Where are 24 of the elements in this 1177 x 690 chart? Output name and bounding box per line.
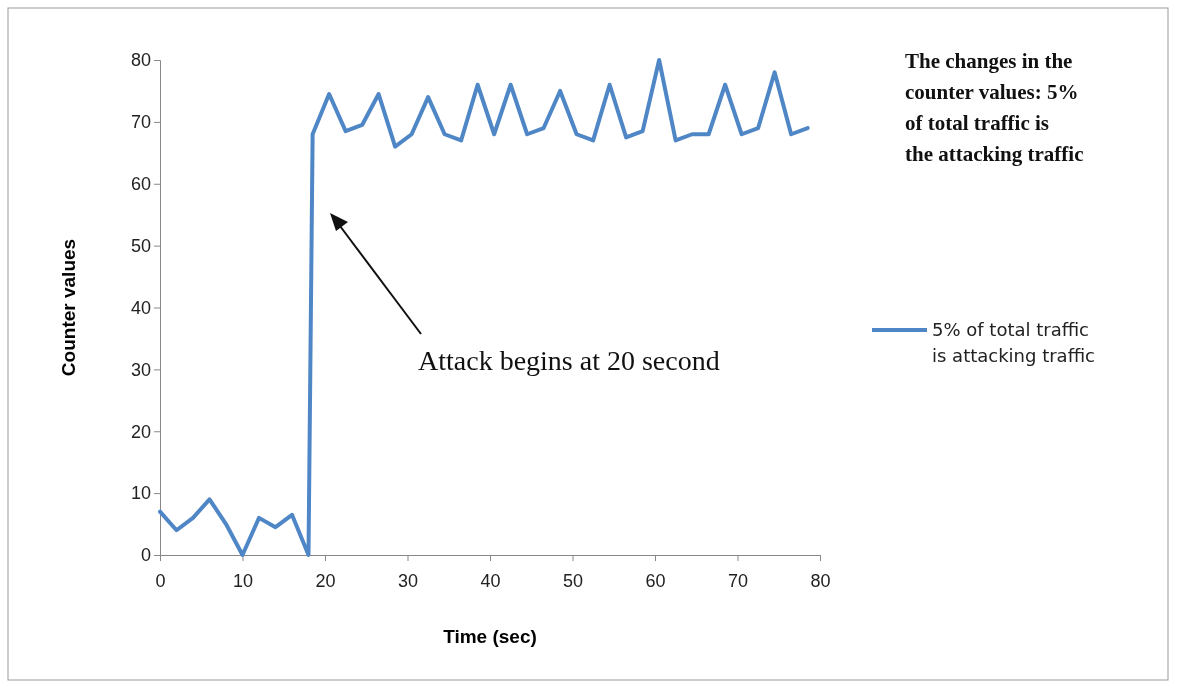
y-tick-label: 80 <box>130 50 151 71</box>
y-axis-title: Counter values <box>58 238 79 377</box>
line-series <box>158 58 810 557</box>
x-tick-label: 70 <box>727 571 749 592</box>
x-tick-label: 20 <box>315 571 336 592</box>
annotation: Attack begins at 20 second <box>418 345 720 376</box>
x-tick-label: 0 <box>155 571 166 592</box>
text: The changes in the counter values: 5% of total traffic is the attacking traffic <box>905 49 1084 166</box>
y-tick-label: 10 <box>130 483 151 504</box>
x-tick-label: 30 <box>397 571 419 592</box>
y-tick-label: 30 <box>130 359 151 380</box>
x-tick-label: 60 <box>645 571 666 592</box>
y-tick-label: 70 <box>130 112 151 133</box>
legend-label: 5% of total traffic is attacking traffic <box>932 319 1095 366</box>
x-tick-label: 10 <box>232 571 254 592</box>
y-tick-label: 50 <box>130 235 151 256</box>
y-tick-label: 0 <box>140 545 151 566</box>
x-tick-label: 80 <box>810 571 831 592</box>
y-tick-label: 20 <box>130 421 151 442</box>
y-tick-label: 60 <box>130 174 151 195</box>
x-axis-title: Time (sec) <box>443 626 537 647</box>
x-tick-label: 50 <box>562 571 584 592</box>
x-tick-label: 40 <box>480 571 501 592</box>
y-tick-label: 40 <box>130 297 151 318</box>
